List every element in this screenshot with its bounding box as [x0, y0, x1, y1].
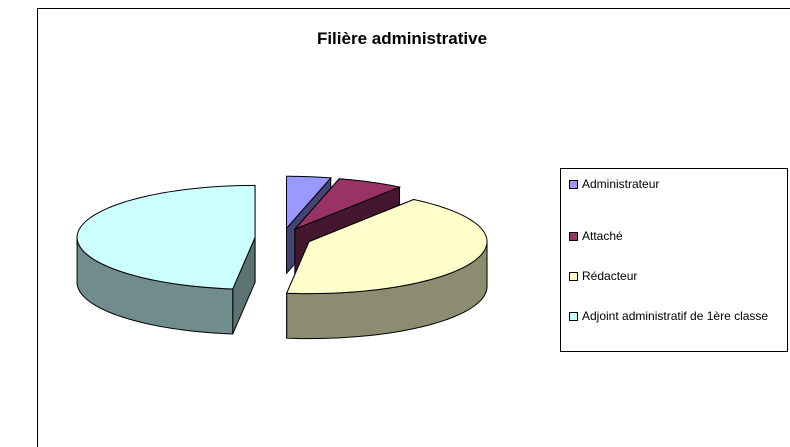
legend-label: Attaché: [582, 229, 623, 243]
slice: [76, 184, 256, 335]
legend-item: Adjoint administratif de 1ère classe: [569, 309, 784, 323]
chart-title: Filière administrative: [317, 29, 487, 48]
legend-item: Rédacteur: [569, 269, 784, 283]
legend-item: Administrateur: [569, 177, 784, 191]
slice-top: [294, 178, 402, 230]
slice-top: [286, 175, 332, 230]
legend-swatch: [569, 232, 578, 241]
legend-item: Attaché: [569, 229, 784, 243]
slice-top: [76, 184, 256, 290]
slice-top: [285, 199, 488, 295]
legend-swatch: [569, 180, 578, 189]
legend-swatch: [569, 272, 578, 281]
legend-label: Administrateur: [582, 177, 660, 191]
slice: [285, 198, 488, 340]
legend: Administrateur Attaché Rédacteur Adjoint ad…: [560, 168, 788, 352]
legend-label: Adjoint administratif de 1ère classe: [582, 309, 769, 323]
legend-swatch: [569, 312, 578, 321]
legend-label: Rédacteur: [582, 269, 638, 283]
